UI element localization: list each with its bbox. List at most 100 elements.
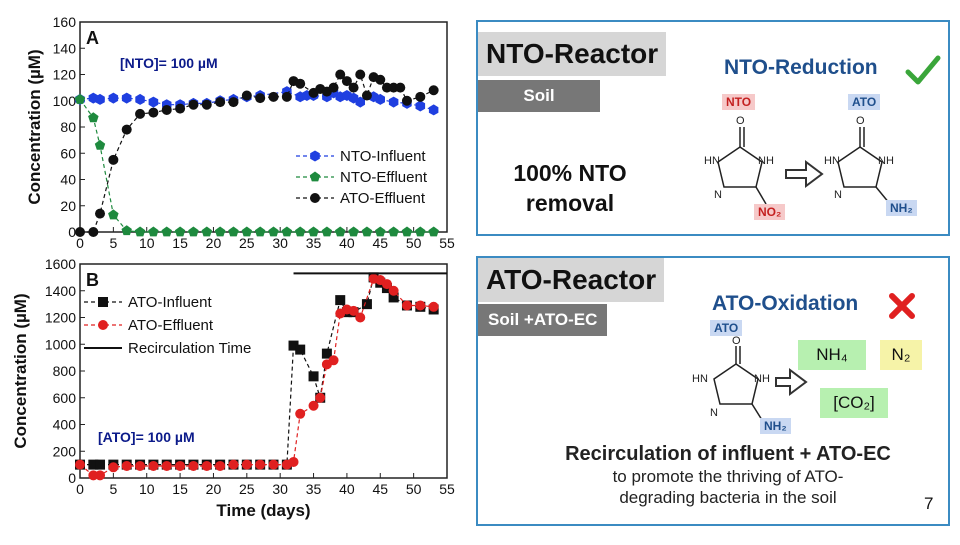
data-point: [415, 226, 426, 237]
x-tick-label: 55: [439, 235, 455, 251]
data-point: [201, 460, 212, 471]
chart-annotation: [ATO]= 100 µM: [98, 429, 195, 445]
data-point: [215, 460, 226, 471]
data-point: [148, 226, 159, 237]
data-point: [288, 456, 299, 467]
svg-text:O: O: [736, 115, 745, 127]
data-point: [121, 460, 132, 471]
legend-label: NTO-Effluent: [340, 169, 428, 186]
data-point: [348, 305, 359, 316]
data-point: [348, 82, 359, 93]
data-point: [108, 154, 119, 165]
data-point: [161, 460, 172, 471]
data-point: [75, 459, 85, 470]
nto-removal-text: 100% NTO removal: [500, 158, 640, 218]
caption-line2: degrading bacteria in the soil: [619, 488, 837, 507]
data-point: [401, 300, 412, 311]
x-tick-label: 30: [272, 481, 288, 497]
data-point: [415, 300, 426, 311]
ato-reactor-panel: ATO-Reactor Soil +ATO-EC ATO-Oxidation A…: [476, 256, 950, 526]
y-tick-label: 60: [60, 145, 76, 161]
y-tick-label: 800: [53, 363, 77, 379]
data-point: [95, 208, 106, 219]
legend-label: ATO-Effluent: [340, 190, 426, 207]
svg-text:N: N: [710, 407, 718, 419]
data-point: [148, 96, 159, 108]
data-point: [295, 78, 306, 89]
data-point: [255, 459, 266, 470]
data-point: [95, 93, 105, 105]
data-point: [308, 371, 319, 382]
svg-text:O: O: [856, 115, 865, 127]
ato-molecule-drawing: O HN NH N: [692, 336, 808, 421]
caption-line1: to promote the thriving of ATO-: [612, 467, 844, 486]
data-point: [175, 460, 186, 471]
cross-icon: [889, 293, 915, 319]
data-point: [375, 93, 385, 105]
data-point: [161, 226, 172, 237]
data-point: [395, 82, 406, 93]
data-point: [88, 459, 99, 470]
x-tick-label: 50: [406, 481, 422, 497]
svg-text:NH: NH: [754, 373, 770, 385]
y-tick-label: 0: [68, 470, 76, 486]
data-point: [328, 355, 339, 366]
data-point: [74, 93, 86, 104]
x-tick-label: 20: [206, 481, 222, 497]
plot-frame: [79, 21, 448, 233]
legend-marker: [98, 297, 108, 307]
data-point: [174, 226, 186, 237]
data-point: [215, 97, 226, 108]
data-point: [415, 100, 426, 112]
legend-label: NTO-Influent: [340, 148, 426, 165]
data-point: [108, 209, 119, 220]
svg-text:N: N: [834, 189, 842, 201]
legend-marker: [98, 320, 108, 330]
ato-oxidation-group-label: NH₂: [760, 418, 791, 434]
data-point: [175, 103, 186, 114]
data-point: [94, 139, 106, 150]
data-point: [321, 226, 333, 237]
y-tick-label: 160: [53, 14, 77, 30]
nto-reduction-scheme: O O HN NH N HN NH N: [704, 115, 894, 205]
data-point: [148, 107, 159, 118]
data-point: [415, 91, 426, 102]
x-tick-label: 0: [76, 481, 84, 497]
data-point: [388, 96, 399, 108]
data-point: [161, 104, 172, 115]
x-tick-label: 40: [339, 235, 355, 251]
x-tick-label: 55: [439, 481, 455, 497]
y-axis-label: Concentration (µM): [11, 293, 30, 448]
y-axis-label: Concentration (µM): [25, 49, 44, 204]
oxidation-arrow-icon: [775, 368, 808, 396]
data-point: [121, 225, 132, 236]
data-point: [108, 92, 119, 104]
nto-reduction-label: NTO-Reduction: [724, 56, 878, 79]
legend-label: Recirculation Time: [128, 340, 251, 357]
nto-removal-line2: removal: [525, 190, 615, 216]
ato-reactor-title: ATO-Reactor: [478, 258, 665, 302]
y-tick-label: 40: [60, 172, 76, 188]
data-point: [241, 226, 252, 237]
series-line: [79, 99, 434, 233]
data-point: [228, 226, 239, 237]
x-tick-label: 0: [76, 235, 84, 251]
data-point: [388, 226, 399, 237]
nto-reactor-title: NTO-Reactor: [478, 32, 667, 76]
product-co2: [CO₂]: [820, 388, 888, 418]
svg-text:HN: HN: [692, 373, 708, 385]
ato-group-label: NH₂: [886, 200, 917, 216]
data-point: [361, 90, 372, 101]
chart-b: 0 5 10 15 20 25 30 35 40 45 50 55 0 200 400 600 800 1000 1…: [0, 252, 470, 540]
x-tick-label: 10: [139, 481, 155, 497]
data-point: [95, 459, 106, 470]
data-point: [228, 97, 239, 108]
y-tick-label: 1200: [45, 310, 76, 326]
data-point: [428, 301, 439, 312]
page-number: 7: [924, 494, 934, 513]
data-point: [75, 227, 85, 237]
nto-molecule-label: NTO: [722, 94, 756, 110]
x-tick-label: 35: [306, 481, 322, 497]
y-tick-label: 140: [53, 40, 77, 56]
data-point: [388, 285, 399, 296]
